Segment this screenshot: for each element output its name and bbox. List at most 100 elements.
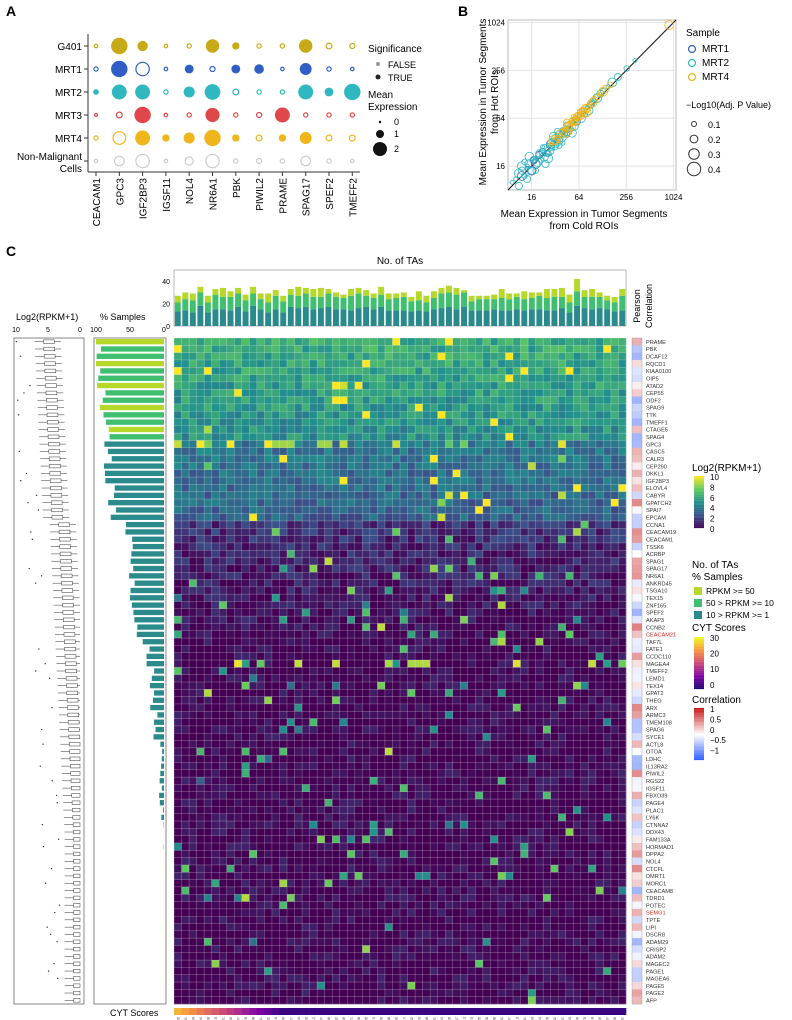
heatmap-cell bbox=[430, 608, 438, 617]
heatmap-cell bbox=[573, 616, 582, 624]
heatmap-cell bbox=[407, 799, 416, 807]
heatmap-cell bbox=[475, 784, 484, 793]
heatmap-cell bbox=[505, 491, 514, 500]
heatmap-cell bbox=[558, 594, 567, 602]
heatmap-cell bbox=[249, 660, 258, 668]
heatmap-cell bbox=[528, 513, 536, 522]
heatmap-cell bbox=[565, 367, 574, 375]
heatmap-cell bbox=[294, 689, 303, 697]
heatmap-cell bbox=[437, 689, 446, 697]
dotplot-dot bbox=[163, 89, 169, 95]
heatmap-cell bbox=[618, 806, 627, 815]
heatmap-cell bbox=[422, 477, 431, 485]
heatmap-cell bbox=[256, 403, 265, 412]
heatmap-cell bbox=[550, 520, 559, 529]
heatmap-cell bbox=[595, 557, 604, 566]
heatmap-cell bbox=[573, 367, 582, 375]
heatmap-cell bbox=[339, 630, 348, 639]
heatmap-cell bbox=[528, 769, 536, 778]
heatmap-cell bbox=[264, 579, 273, 588]
heatmap-cell bbox=[219, 477, 228, 485]
heatmap-cell bbox=[324, 711, 333, 719]
heatmap-cell bbox=[618, 586, 627, 595]
heatmap-cell bbox=[467, 784, 476, 793]
heatmap-cell bbox=[354, 499, 363, 507]
heatmap-cell bbox=[588, 425, 597, 434]
heatmap-cell bbox=[505, 506, 514, 514]
heatmap-cell bbox=[324, 396, 333, 405]
heatmap-cell bbox=[271, 681, 280, 690]
heatmap-cell bbox=[407, 433, 416, 441]
heatmap-cell bbox=[558, 462, 567, 471]
heatmap-cell bbox=[181, 660, 190, 668]
heatmap-cell bbox=[422, 550, 431, 558]
heatmap-cell bbox=[256, 652, 265, 661]
heatmap-cell bbox=[332, 374, 341, 383]
heatmap-cell bbox=[347, 652, 356, 661]
heatmap-cell bbox=[219, 608, 228, 617]
boxplot-box bbox=[58, 529, 71, 534]
heatmap-cell bbox=[249, 674, 258, 683]
heatmap-cell bbox=[332, 403, 341, 412]
heatmap-cell bbox=[287, 608, 295, 617]
heatmap-cell bbox=[264, 586, 273, 595]
heatmap-cell bbox=[324, 689, 333, 697]
heatmap-cell bbox=[588, 667, 597, 675]
heatmap-cell bbox=[377, 608, 386, 617]
heatmap-cell bbox=[384, 842, 393, 851]
heatmap-cell bbox=[535, 630, 544, 639]
tas-bar-mid bbox=[310, 296, 317, 310]
heatmap-cell bbox=[603, 462, 612, 471]
heatmap-cell bbox=[430, 594, 438, 602]
heatmap-cell bbox=[339, 411, 348, 419]
heatmap-cell bbox=[475, 747, 484, 756]
heatmap-cell bbox=[362, 586, 371, 595]
heatmap-cell bbox=[271, 630, 280, 639]
heatmap-cell bbox=[467, 601, 476, 610]
heatmap-cell bbox=[384, 542, 393, 551]
boxplot-outlier bbox=[29, 384, 31, 387]
heatmap-cell bbox=[309, 550, 318, 558]
heatmap-cell bbox=[467, 447, 476, 456]
heatmap-cell bbox=[452, 491, 461, 500]
heatmap-cell bbox=[189, 484, 197, 492]
heatmap-cell bbox=[302, 542, 310, 551]
heatmap-cell bbox=[271, 513, 280, 522]
heatmap-cell bbox=[369, 645, 378, 653]
heatmap-cell bbox=[234, 652, 243, 661]
heatmap-cell bbox=[189, 455, 197, 463]
heatmap-cell bbox=[467, 550, 476, 558]
heatmap-cell bbox=[513, 462, 521, 471]
tas-bar-high bbox=[423, 295, 430, 303]
heatmap-cell bbox=[565, 477, 574, 485]
tas-bar-high bbox=[212, 289, 219, 295]
heatmap-cell bbox=[369, 791, 378, 800]
tas-bar-high bbox=[611, 296, 618, 303]
heatmap-cell bbox=[362, 484, 371, 492]
heatmap-cell bbox=[317, 821, 325, 829]
heatmap-cell bbox=[505, 389, 514, 397]
heatmap-cell bbox=[445, 396, 454, 405]
heatmap-cell bbox=[558, 447, 567, 456]
heatmap-cell bbox=[588, 352, 597, 361]
boxplot-box bbox=[69, 742, 81, 747]
heatmap-cell bbox=[196, 630, 205, 639]
heatmap-cell bbox=[437, 403, 446, 412]
heatmap-cell bbox=[181, 652, 190, 661]
heatmap-cell bbox=[445, 513, 454, 522]
heatmap-cell bbox=[520, 564, 529, 573]
heatmap-cell bbox=[249, 733, 258, 741]
heatmap-cell bbox=[309, 594, 318, 602]
heatmap-cell bbox=[226, 740, 235, 749]
heatmap-cell bbox=[452, 711, 461, 719]
heatmap-cell bbox=[490, 425, 499, 434]
heatmap-cell bbox=[294, 440, 303, 449]
heatmap-cell bbox=[354, 777, 363, 785]
heatmap-cell bbox=[204, 469, 212, 478]
heatmap-cell bbox=[422, 791, 431, 800]
heatmap-cell bbox=[377, 835, 386, 844]
heatmap-cell bbox=[452, 740, 461, 749]
tas-bar-high bbox=[280, 295, 287, 302]
heatmap-cell bbox=[332, 455, 341, 463]
heatmap-cell bbox=[271, 528, 280, 536]
